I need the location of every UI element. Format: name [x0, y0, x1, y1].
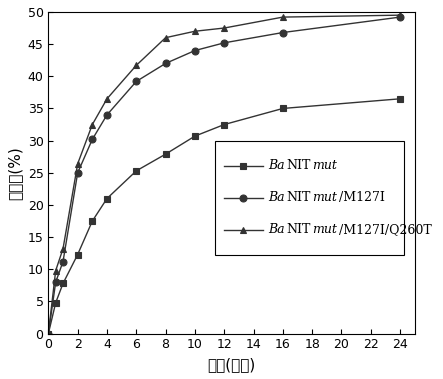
Text: mut: mut — [312, 191, 337, 204]
Y-axis label: 转化率(%): 转化率(%) — [7, 146, 22, 200]
Text: Ba: Ba — [268, 223, 285, 236]
X-axis label: 时间(小时): 时间(小时) — [207, 357, 256, 372]
Text: /M127I: /M127I — [338, 191, 385, 204]
Bar — [215, 141, 404, 255]
Text: NIT: NIT — [286, 223, 310, 236]
Text: /M127I/Q260T: /M127I/Q260T — [338, 223, 431, 236]
Text: Ba: Ba — [268, 159, 285, 172]
Text: Ba: Ba — [268, 191, 285, 204]
Text: NIT: NIT — [286, 191, 310, 204]
Text: mut: mut — [312, 223, 337, 236]
Text: NIT: NIT — [286, 159, 310, 172]
Text: mut: mut — [312, 159, 337, 172]
